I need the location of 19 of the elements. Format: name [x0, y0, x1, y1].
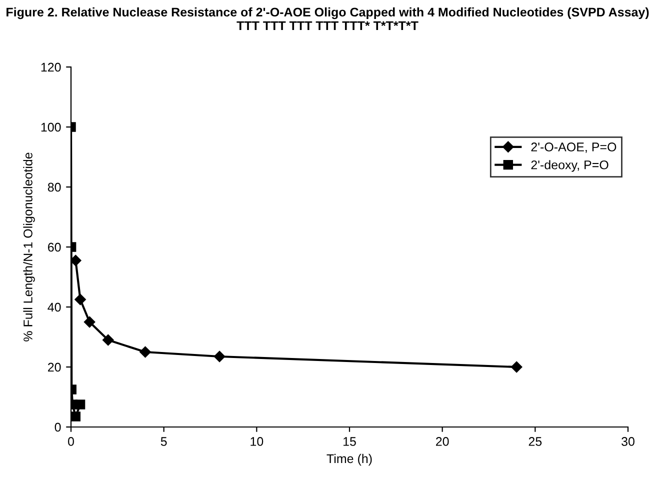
- x-tick-label: 30: [622, 437, 634, 446]
- x-tick-label: 5: [160, 437, 167, 446]
- x-axis-title: Time (h): [326, 454, 372, 466]
- legend-label: 2'-O-AOE, P=O: [531, 142, 616, 153]
- y-axis-title: % Full Length/N-1 Oligonucleotide: [23, 152, 35, 342]
- legend-label: 2'-deoxy, P=O: [531, 160, 608, 172]
- x-tick-label: 10: [250, 437, 264, 446]
- y-tick-label: 40: [48, 302, 61, 312]
- y-tick-label: 100: [41, 122, 61, 132]
- x-tick-label: 15: [344, 437, 356, 446]
- y-tick-label: 80: [48, 182, 61, 192]
- x-tick-label: 0: [68, 437, 74, 446]
- y-tick-label: 60: [48, 242, 61, 252]
- chart-title: Figure 2. Relative Nuclease Resistance of 2'-O-AOE Oligo Capped with 4 Modified Nucleotides (SVPD Assay) TTT TTT TTT TTT TTT* T*T*T*T: [6, 7, 649, 30]
- y-tick-label: 0: [54, 422, 61, 432]
- x-tick-label: 20: [436, 437, 449, 446]
- y-tick-label: 20: [48, 362, 61, 372]
- x-tick-label: 25: [528, 437, 542, 446]
- y-tick-label: 120: [41, 62, 61, 72]
